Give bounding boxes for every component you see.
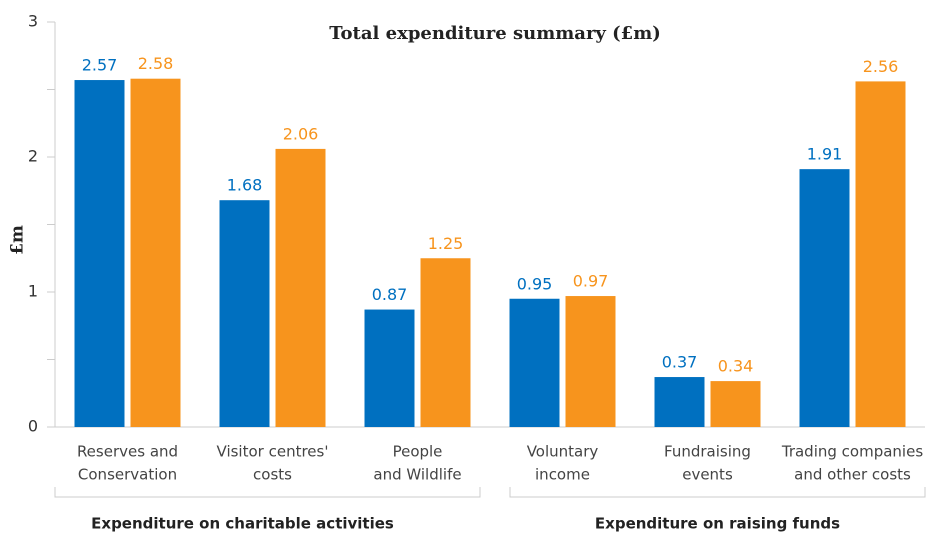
y-tick-label: 0: [28, 417, 38, 436]
x-tick-label: Visitor centres': [217, 443, 329, 461]
value-label: 1.68: [227, 176, 263, 195]
x-tick-label: events: [682, 466, 733, 484]
chart-title: Total expenditure summary (£m): [329, 23, 661, 44]
x-tick-label: Conservation: [78, 466, 177, 484]
x-tick-label: and other costs: [794, 466, 911, 484]
value-label: 2.57: [82, 56, 118, 75]
y-tick-label: 1: [28, 282, 38, 301]
bar: [654, 377, 705, 427]
bar: [275, 148, 326, 427]
value-label: 1.25: [428, 234, 464, 253]
value-label: 2.58: [138, 54, 174, 73]
bar: [565, 296, 616, 427]
group-label: Expenditure on raising funds: [595, 515, 840, 533]
group-bracket: [54, 487, 481, 498]
value-label: 0.95: [517, 274, 553, 293]
x-tick-label: and Wildlife: [373, 466, 461, 484]
y-axis-label: £m: [8, 225, 28, 255]
bar: [420, 258, 471, 427]
y-tick-label: 3: [28, 12, 38, 31]
bar: [130, 78, 181, 427]
x-tick-label: Voluntary: [527, 443, 599, 461]
value-label: 2.06: [283, 124, 319, 143]
bar: [855, 81, 906, 428]
x-tick-label: People: [393, 443, 443, 461]
value-label: 2.56: [863, 57, 899, 76]
bar: [710, 381, 761, 427]
group-label: Expenditure on charitable activities: [91, 515, 394, 533]
value-label: 0.97: [573, 272, 609, 291]
x-tick-label: Reserves and: [77, 443, 178, 461]
group-bracket: [509, 487, 926, 498]
x-tick-label: income: [535, 466, 590, 484]
bar: [799, 169, 850, 427]
x-tick-label: costs: [253, 466, 292, 484]
y-tick-label: 2: [28, 147, 38, 166]
bar: [74, 80, 125, 428]
x-tick-label: Fundraising: [664, 443, 751, 461]
x-tick-label: Trading companies: [781, 443, 923, 461]
value-label: 0.34: [718, 357, 754, 376]
bar: [509, 298, 560, 427]
bar: [364, 309, 415, 427]
value-label: 0.37: [662, 353, 698, 372]
value-label: 0.87: [372, 285, 408, 304]
value-label: 1.91: [807, 145, 843, 164]
bar: [219, 200, 270, 427]
